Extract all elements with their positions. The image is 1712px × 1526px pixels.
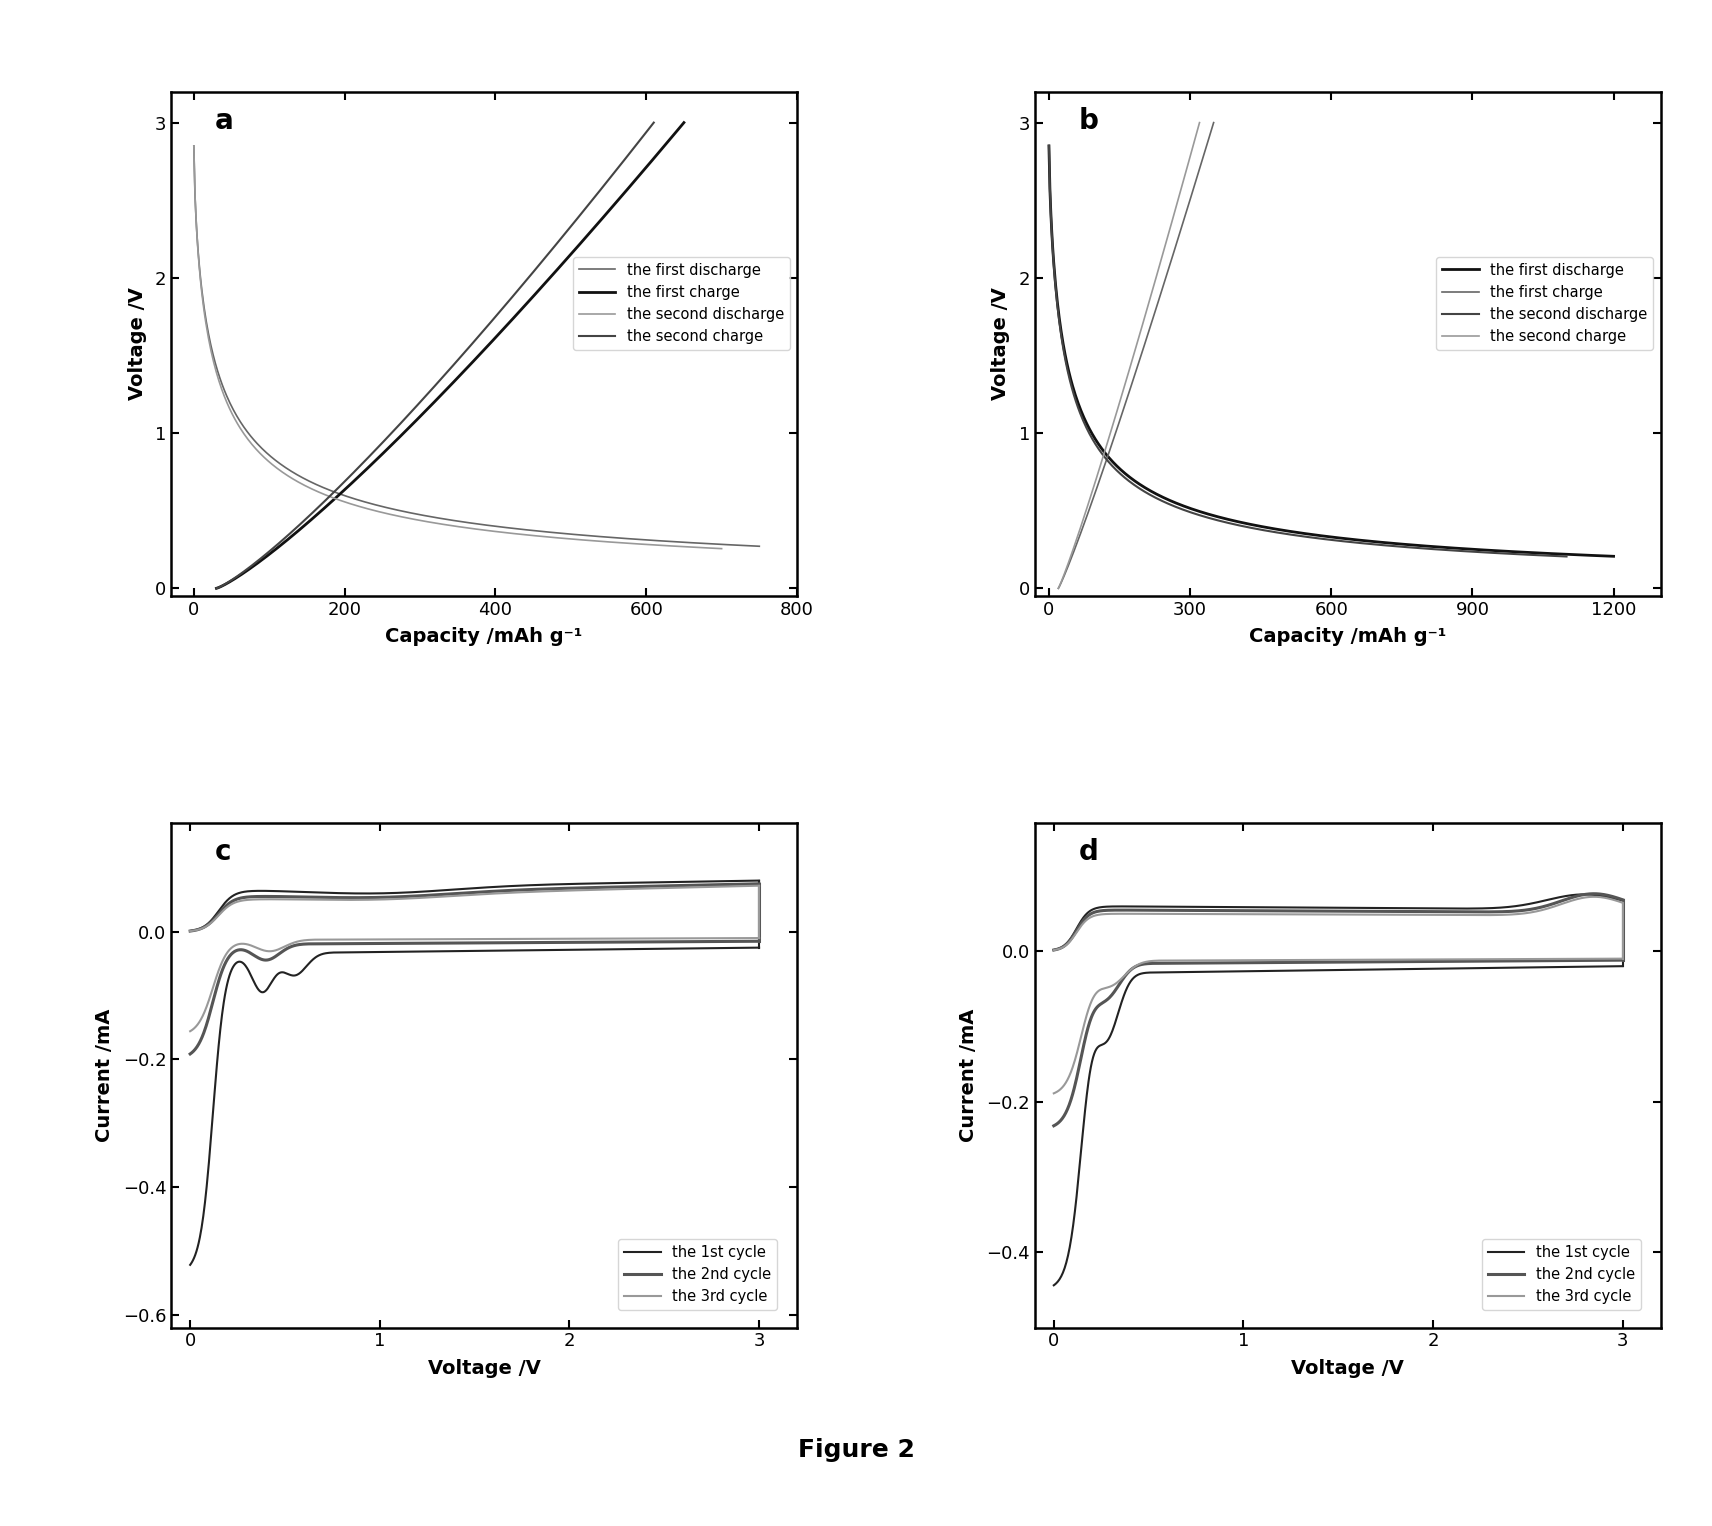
the second discharge (1544, 546, 1565, 565)
the second discharge (565, 530, 586, 548)
Y-axis label: Voltage /V: Voltage /V (127, 287, 147, 400)
the second charge (1085, 470, 1106, 488)
the second charge (1132, 319, 1152, 337)
Y-axis label: Voltage /V: Voltage /V (991, 287, 1010, 400)
the first charge (1109, 410, 1130, 429)
the second charge (1048, 580, 1068, 598)
Text: Figure 2: Figure 2 (798, 1437, 914, 1462)
the first discharge (1604, 548, 1625, 566)
the first discharge (455, 513, 476, 531)
the second discharge (1347, 534, 1368, 552)
the first discharge (1183, 501, 1204, 519)
the first charge (673, 113, 693, 131)
the first discharge (1464, 540, 1484, 559)
the first discharge (1416, 537, 1436, 555)
X-axis label: Voltage /V: Voltage /V (1291, 1358, 1404, 1378)
the second discharge (183, 137, 204, 156)
the second charge (522, 264, 543, 282)
the second discharge (1287, 526, 1308, 545)
the first discharge (736, 537, 757, 555)
the second discharge (392, 508, 413, 526)
the second charge (259, 542, 279, 560)
the first charge (589, 212, 609, 230)
the second charge (1183, 136, 1204, 154)
the second charge (1113, 380, 1133, 398)
the second discharge (1039, 137, 1060, 156)
the second charge (524, 261, 544, 279)
the first discharge (1039, 137, 1060, 156)
Line: the second discharge: the second discharge (1049, 146, 1566, 557)
Line: the second charge: the second charge (216, 122, 654, 589)
the first discharge (1371, 533, 1392, 551)
Legend: the 1st cycle, the 2nd cycle, the 3rd cycle: the 1st cycle, the 2nd cycle, the 3rd cy… (618, 1239, 777, 1311)
X-axis label: Capacity /mAh g⁻¹: Capacity /mAh g⁻¹ (385, 627, 582, 647)
the second charge (349, 458, 370, 476)
the first discharge (520, 520, 541, 539)
the second discharge (1284, 526, 1305, 545)
the first charge (431, 386, 452, 404)
Text: a: a (216, 107, 235, 134)
the second charge (644, 113, 664, 131)
Text: c: c (216, 838, 231, 867)
the second charge (481, 313, 502, 331)
Line: the first charge: the first charge (1058, 122, 1214, 589)
the first charge (1161, 253, 1181, 272)
the second discharge (515, 525, 536, 543)
Legend: the 1st cycle, the 2nd cycle, the 3rd cycle: the 1st cycle, the 2nd cycle, the 3rd cy… (1483, 1239, 1640, 1311)
the first discharge (647, 531, 668, 549)
the second discharge (356, 499, 377, 517)
the first charge (1145, 299, 1166, 317)
the first charge (1067, 534, 1087, 552)
Line: the second discharge: the second discharge (193, 146, 722, 549)
the first charge (663, 127, 683, 145)
the first charge (205, 580, 226, 598)
the first charge (484, 330, 505, 348)
the first discharge (490, 517, 510, 536)
the first charge (1048, 580, 1068, 598)
the second charge (1190, 113, 1210, 131)
Line: the first charge: the first charge (216, 122, 683, 589)
the first charge (459, 356, 479, 374)
Line: the first discharge: the first discharge (193, 146, 760, 546)
the first discharge (452, 513, 473, 531)
Line: the second charge: the second charge (1058, 122, 1200, 589)
Y-axis label: Current /mA: Current /mA (959, 1009, 978, 1141)
the second discharge (1318, 531, 1339, 549)
Y-axis label: Current /mA: Current /mA (96, 1009, 115, 1141)
X-axis label: Capacity /mAh g⁻¹: Capacity /mAh g⁻¹ (1250, 627, 1447, 647)
X-axis label: Voltage /V: Voltage /V (428, 1358, 541, 1378)
the first discharge (1294, 525, 1315, 543)
the first discharge (1138, 481, 1159, 499)
Text: b: b (1079, 107, 1099, 134)
the first discharge (183, 137, 204, 156)
Text: d: d (1079, 838, 1099, 867)
the second charge (1123, 346, 1144, 365)
the second discharge (1464, 543, 1484, 562)
the first charge (1161, 252, 1181, 270)
the second discharge (712, 540, 733, 559)
the first charge (1204, 113, 1224, 131)
the first charge (428, 389, 449, 407)
the second charge (1186, 121, 1207, 139)
Line: the first discharge: the first discharge (1049, 146, 1614, 557)
Legend: the first discharge, the first charge, the second discharge, the second charge: the first discharge, the first charge, t… (574, 256, 789, 351)
the second discharge (1556, 548, 1577, 566)
the second charge (380, 426, 401, 444)
the first discharge (750, 537, 770, 555)
the second charge (205, 580, 226, 598)
the second discharge (567, 531, 587, 549)
Legend: the first discharge, the first charge, the second discharge, the second charge: the first discharge, the first charge, t… (1436, 256, 1654, 351)
the second discharge (247, 441, 267, 459)
the first charge (1099, 444, 1120, 462)
